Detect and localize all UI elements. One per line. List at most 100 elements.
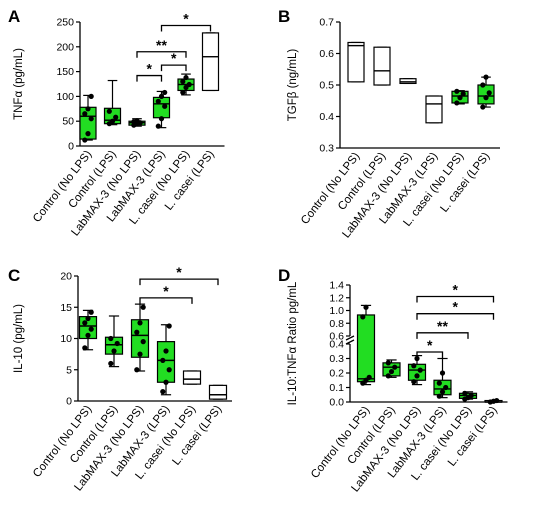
data-point <box>480 104 486 110</box>
axis-break-mark <box>345 339 355 345</box>
data-point <box>82 320 88 326</box>
y-tick-label: 1.4 <box>329 280 344 292</box>
data-point <box>158 116 165 122</box>
data-point <box>158 93 165 99</box>
significance-bracket: * <box>136 61 163 82</box>
data-point <box>163 348 169 354</box>
box-0 <box>78 309 98 351</box>
box-body <box>156 341 176 383</box>
data-point <box>160 389 166 395</box>
data-point <box>140 304 146 310</box>
data-point <box>180 89 186 96</box>
significance-bracket: * <box>416 337 444 358</box>
y-tick-label: 0.6 <box>329 331 344 343</box>
panel-letter: A <box>8 7 20 26</box>
data-point <box>180 78 186 85</box>
data-point <box>494 397 500 404</box>
data-point <box>417 367 423 373</box>
data-point <box>82 111 88 117</box>
data-point <box>85 131 91 137</box>
data-point <box>88 309 94 315</box>
data-point <box>457 95 463 101</box>
significance-label: * <box>147 61 153 77</box>
box-0 <box>79 93 97 143</box>
box-2 <box>128 118 146 128</box>
data-point <box>109 118 116 124</box>
y-tick-label: 5 <box>66 364 72 376</box>
y-tick-label: 1.2 <box>329 292 344 304</box>
y-tick-label: 200 <box>56 41 74 53</box>
significance-label: * <box>183 10 189 26</box>
bracket-line <box>160 24 212 32</box>
y-tick-label: 10 <box>60 333 72 345</box>
box-3 <box>425 95 443 124</box>
significance-bracket: * <box>160 10 212 32</box>
data-point <box>186 81 192 88</box>
significance-bracket: ** <box>136 37 187 58</box>
box-3 <box>433 357 452 399</box>
box-1 <box>382 359 401 379</box>
data-point <box>134 367 140 373</box>
data-point <box>85 315 91 322</box>
box-2 <box>399 78 417 85</box>
data-point <box>414 355 420 362</box>
y-tick-label: 1.0 <box>329 305 344 317</box>
y-tick-label: 0.5 <box>319 80 334 92</box>
box-body <box>347 41 365 83</box>
bracket-line <box>416 295 495 303</box>
data-point <box>183 74 189 81</box>
data-point <box>411 363 417 369</box>
box-1 <box>104 315 124 368</box>
significance-label: * <box>453 299 459 315</box>
data-point <box>137 320 143 326</box>
y-tick-label: 0.1 <box>329 382 344 394</box>
significance-label: * <box>176 264 182 280</box>
box-body <box>130 319 150 358</box>
panel-letter: C <box>8 266 20 285</box>
y-tick-label: 0.8 <box>329 318 344 330</box>
data-point <box>163 379 169 385</box>
y-axis-label: IL-10 (pg/mL) <box>13 304 25 373</box>
bracket-line <box>139 297 193 304</box>
box-3 <box>152 89 171 129</box>
bracket-line <box>416 351 444 358</box>
data-point <box>443 384 449 391</box>
data-point <box>166 323 172 329</box>
data-point <box>460 91 466 97</box>
data-point <box>483 74 489 80</box>
y-tick-label: 250 <box>56 17 74 29</box>
box-body <box>356 314 376 383</box>
data-point <box>108 360 114 367</box>
data-point <box>106 108 112 114</box>
bracket-line <box>160 64 187 72</box>
box-body <box>373 46 391 86</box>
y-tick-label: 0.6 <box>319 48 334 60</box>
significance-label: ** <box>156 37 167 53</box>
panel-letter: D <box>278 266 290 285</box>
data-point <box>134 329 140 335</box>
data-point <box>411 379 417 385</box>
data-point <box>454 100 460 106</box>
data-point <box>88 326 94 332</box>
data-point <box>166 367 172 373</box>
significance-label: * <box>163 283 169 299</box>
data-point <box>414 373 420 379</box>
box-4 <box>458 390 478 402</box>
y-tick-label: 150 <box>56 66 74 78</box>
y-tick-label: 100 <box>56 91 74 103</box>
bracket-line <box>416 313 495 320</box>
y-tick-label: 15 <box>60 302 72 314</box>
data-point <box>439 389 446 395</box>
y-axis-label: TGFβ (ng/mL) <box>287 49 299 122</box>
box-body <box>399 78 417 85</box>
chart-panel-d: D 0.0 0.1 0.2 0.3 0.40.60.81.01.21.4 IL-10:TNF… <box>278 266 508 494</box>
y-tick-label: 0.4 <box>319 111 334 123</box>
data-point <box>366 374 372 380</box>
data-point <box>462 390 468 396</box>
significance-label: ** <box>437 318 448 334</box>
data-point <box>162 103 168 109</box>
